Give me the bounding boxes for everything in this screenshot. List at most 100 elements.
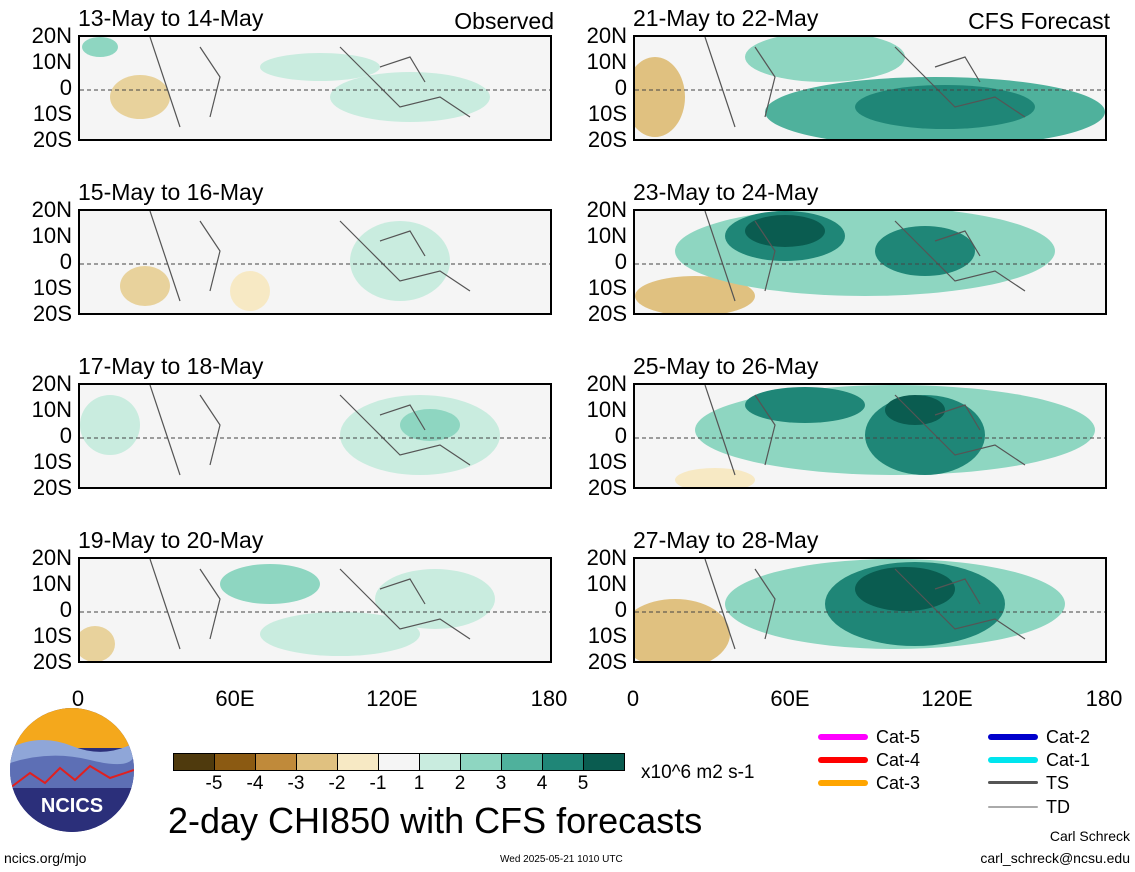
footer-email[interactable]: carl_schreck@ncsu.edu <box>980 850 1130 866</box>
lat-label: 20N <box>31 545 72 570</box>
positive-anomaly <box>885 395 945 425</box>
negative-anomaly <box>110 75 170 119</box>
lat-label: 10N <box>586 223 627 248</box>
lon-label-60e: 60E <box>770 686 810 711</box>
anomaly-map <box>635 385 1105 487</box>
panel-title: 15-May to 16-May <box>78 179 264 205</box>
lon-label-180: 180 <box>1085 686 1123 711</box>
legend-line <box>988 757 1038 763</box>
map-frame <box>78 383 552 489</box>
anomaly-map <box>80 37 550 128</box>
legend-label: Cat-2 <box>1046 727 1091 747</box>
lat-label: 20S <box>32 301 72 326</box>
lon-label-0: 0 <box>626 686 640 711</box>
negative-anomaly <box>230 271 270 311</box>
lon-label-180: 180 <box>530 686 568 711</box>
colorbar-swatch <box>337 753 379 771</box>
lat-label: 0 <box>614 597 627 622</box>
legend-label: TD <box>1046 797 1070 817</box>
lat-label: 20N <box>586 545 627 570</box>
anomaly-map <box>80 385 550 476</box>
positive-anomaly <box>375 569 495 629</box>
legend-line <box>818 780 868 786</box>
colorbar-label: -2 <box>328 773 346 794</box>
footer-url[interactable]: ncics.org/mjo <box>4 850 87 866</box>
lat-label: 10S <box>32 275 72 300</box>
lat-label: 20N <box>586 197 627 222</box>
lat-label: 20N <box>586 371 627 396</box>
panel-title: 19-May to 20-May <box>78 527 264 553</box>
colorbar-swatch <box>296 753 338 771</box>
footer-author: Carl Schreck <box>1049 828 1130 844</box>
colorbar-swatch <box>583 753 625 771</box>
colorbar-label: -3 <box>287 773 305 794</box>
legend-label: Cat-3 <box>876 773 921 793</box>
legend-line <box>988 781 1038 784</box>
colorbar-label: 1 <box>413 773 425 794</box>
anomaly-map <box>80 211 550 311</box>
lon-label-120e: 120E <box>921 686 973 711</box>
main-title: 2-day CHI850 with CFS forecasts <box>168 800 703 841</box>
lat-label: 10S <box>32 449 72 474</box>
positive-anomaly <box>855 85 1035 129</box>
lat-label: 20S <box>32 475 72 500</box>
colorbar-label: 5 <box>577 773 589 794</box>
positive-anomaly <box>220 564 320 604</box>
lat-label: 20N <box>586 23 627 48</box>
anomaly-map <box>635 37 1105 139</box>
lat-label: 10N <box>31 223 72 248</box>
map-frame <box>633 209 1107 315</box>
panel-title: 27-May to 28-May <box>633 527 819 553</box>
lat-label: 20N <box>31 197 72 222</box>
panel-title: 13-May to 14-May <box>78 5 264 31</box>
lat-label: 0 <box>59 75 72 100</box>
positive-anomaly <box>745 387 865 423</box>
positive-anomaly <box>855 567 955 611</box>
lat-label: 10N <box>31 49 72 74</box>
negative-anomaly <box>635 599 730 661</box>
map-frame <box>633 557 1107 663</box>
lat-label: 0 <box>59 597 72 622</box>
colorbar-swatch <box>378 753 420 771</box>
lat-label: 10N <box>31 571 72 596</box>
colorbar-units: x10^6 m2 s-1 <box>641 762 755 783</box>
colorbar-swatch <box>419 753 461 771</box>
negative-anomaly <box>635 276 755 313</box>
colorbar-label: -5 <box>205 773 223 794</box>
colorbar-swatch <box>501 753 543 771</box>
panel-title: 21-May to 22-May <box>633 5 819 31</box>
positive-anomaly <box>330 72 490 122</box>
lat-label: 0 <box>59 423 72 448</box>
colorbar-swatch <box>542 753 584 771</box>
lat-label: 20S <box>587 127 627 152</box>
legend-label: Cat-4 <box>876 750 921 770</box>
coastline <box>704 385 1026 476</box>
coastline <box>704 211 1026 302</box>
coastline <box>704 559 1026 650</box>
lat-label: 0 <box>59 249 72 274</box>
lat-label: 20S <box>587 649 627 674</box>
lat-label: 10S <box>32 623 72 648</box>
negative-anomaly <box>120 266 170 306</box>
lat-label: 10S <box>587 623 627 648</box>
lat-label: 0 <box>614 249 627 274</box>
lat-label: 0 <box>614 423 627 448</box>
panel-tag: CFS Forecast <box>968 8 1110 34</box>
positive-anomaly <box>400 409 460 441</box>
footer-timestamp: Wed 2025-05-21 1010 UTC <box>500 854 623 865</box>
positive-anomaly <box>260 53 380 81</box>
lon-label-120e: 120E <box>366 686 418 711</box>
lon-label-60e: 60E <box>215 686 255 711</box>
map-frame <box>633 383 1107 489</box>
colorbar-swatch <box>460 753 502 771</box>
lat-label: 10S <box>587 449 627 474</box>
anomaly-map <box>635 559 1105 661</box>
anomaly-map <box>80 559 550 661</box>
colorbar-label: 4 <box>536 773 548 794</box>
lat-label: 0 <box>614 75 627 100</box>
positive-anomaly <box>745 215 825 247</box>
coastline <box>149 385 471 476</box>
coastline <box>704 37 1026 128</box>
lat-label: 20S <box>32 649 72 674</box>
map-frame <box>633 35 1107 141</box>
